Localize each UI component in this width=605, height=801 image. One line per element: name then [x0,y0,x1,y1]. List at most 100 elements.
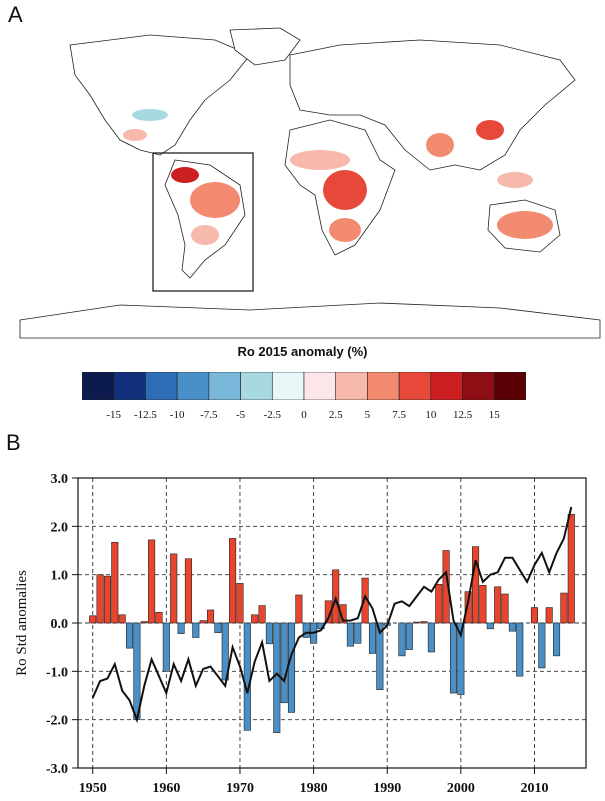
y-tick-label: -1.0 [46,665,68,680]
anomaly-bar [546,608,552,623]
x-tick-label: 1950 [79,781,107,796]
anomaly-bar [494,587,500,623]
x-tick-label: 1980 [300,781,328,796]
x-tick-label: 2010 [520,781,548,796]
colorbar-cell [463,372,495,400]
anomaly-bar [156,612,162,623]
anomaly-bar [406,623,412,650]
anomaly-bar [97,575,103,623]
y-tick-label: 1.0 [51,569,69,584]
anomaly-bar [516,623,522,676]
anomaly-bar [281,623,287,703]
anomaly-bar [89,616,95,623]
anomaly-bar [193,623,199,638]
anomaly-bar [251,615,257,623]
colorbar-tick-label: 15 [489,409,501,421]
anomaly-patch-india [426,133,454,157]
colorbar-tick-label: -2.5 [264,409,282,421]
anomaly-bar [568,514,574,623]
colorbar-tick-row: -15 -12.5 -10 -7.5 -5 -2.5 0 2.5 5 7.5 10 12.5 15 [82,404,526,422]
colorbar-cell [367,372,399,400]
x-tick-labels: 1950 1960 1970 1980 1990 2000 2010 [79,768,549,796]
anomaly-bar [553,623,559,656]
anomaly-bar [126,623,132,648]
anomaly-bar [215,623,221,633]
anomaly-bar [259,606,265,623]
anomaly-bar [200,621,206,623]
anomaly-bar [399,623,405,656]
anomaly-patch-central-africa [323,170,367,210]
colorbar-tick-label: 2.5 [329,409,343,421]
panel-b-label: B [6,430,21,456]
anomaly-patch-n-america [132,109,168,121]
y-axis-label: Ro Std anomalies [14,570,30,676]
landmass-north-america [70,35,250,155]
anomaly-bar [207,610,213,623]
colorbar-tick-label: 10 [425,409,437,421]
anomaly-bar [436,584,442,623]
anomaly-bar [561,593,567,623]
anomaly-patch-south-africa [329,218,361,242]
ro-anomaly-chart: -3.0 -2.0 -1.0 0.0 1.0 2.0 3.0 1950 1960 1970 198… [0,458,605,801]
colorbar-cell [304,372,336,400]
y-tick-label: 2.0 [51,520,69,535]
anomaly-patch-mexico [123,129,147,141]
colorbar-cell [431,372,463,400]
x-tick-label: 1990 [373,781,401,796]
anomaly-patch-australia [497,211,553,239]
anomaly-bar [148,540,154,623]
anomaly-bar [141,622,147,623]
x-tick-label: 1970 [226,781,254,796]
anomaly-bar [288,623,294,712]
anomaly-bar [104,576,110,623]
colorbar-tick-label: 5 [365,409,371,421]
anomaly-bar [274,623,280,733]
y-tick-label: -3.0 [46,762,68,777]
colorbar-cell [241,372,273,400]
anomaly-patch-n-south-america [171,167,199,183]
y-tick-label: 0.0 [51,617,69,632]
anomaly-patch-s-america-south [191,225,219,245]
x-tick-label: 1960 [152,781,180,796]
colorbar-tick-label: -12.5 [134,409,157,421]
anomaly-bar [355,623,361,643]
colorbar-tick-label: 7.5 [392,409,406,421]
anomaly-bar [178,623,184,634]
colorbar-cell [494,372,526,400]
anomaly-bar [244,623,250,730]
anomaly-bar [112,542,118,623]
colorbar-cell [209,372,241,400]
anomaly-bar [119,615,125,623]
colorbar-cell [145,372,177,400]
landmass-antarctica [20,303,600,338]
x-tick-label: 2000 [447,781,475,796]
colorbar-cell [114,372,146,400]
anomaly-patch-sahel [290,150,350,170]
anomaly-patch-east-asia [476,120,504,140]
anomaly-bar [480,585,486,623]
anomaly-bar [421,622,427,623]
anomaly-bar [502,594,508,623]
colorbar [82,372,526,400]
colorbar-tick-label: -15 [106,409,121,421]
anomaly-bar [509,623,515,631]
anomaly-bar [450,623,456,693]
anomaly-bar [170,554,176,623]
anomaly-bar [185,559,191,623]
anomaly-bar [487,623,493,629]
colorbar-title: Ro 2015 anomaly (%) [0,344,605,359]
anomaly-patch-brazil [190,182,240,218]
anomaly-bar [163,623,169,671]
colorbar-tick-label: 0 [301,409,307,421]
anomaly-patch-se-asia [497,172,533,188]
colorbar-cell [177,372,209,400]
world-anomaly-map [0,20,605,340]
colorbar-tick-label: -7.5 [200,409,218,421]
colorbar-cell [336,372,368,400]
anomaly-bar [428,623,434,652]
anomaly-bar [266,623,272,644]
y-tick-labels: -3.0 -2.0 -1.0 0.0 1.0 2.0 3.0 [46,472,78,777]
colorbar-tick-label: 12.5 [453,409,473,421]
colorbar-cell [82,372,114,400]
anomaly-bar [237,583,243,623]
